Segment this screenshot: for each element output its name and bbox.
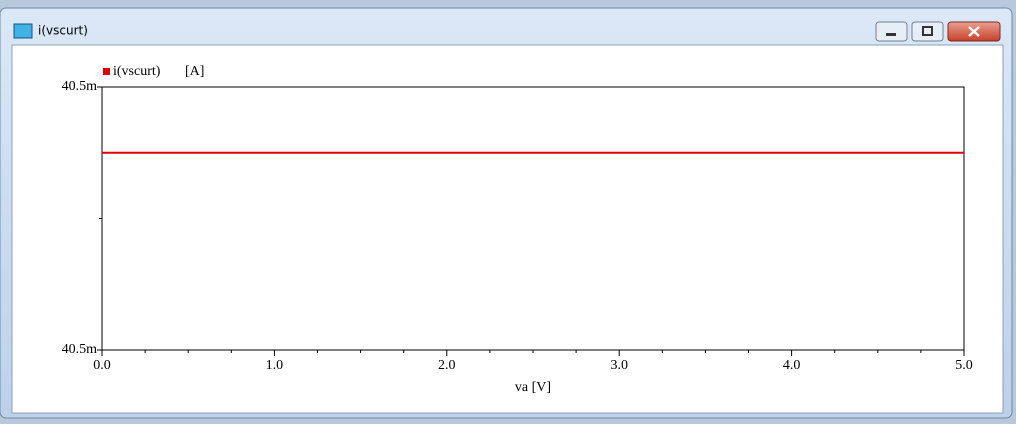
plot-area	[11, 44, 1004, 414]
maximize-button[interactable]	[911, 21, 944, 42]
legend-swatch	[103, 68, 110, 75]
minimize-icon	[886, 33, 896, 36]
x-tick-label: 3.0	[610, 358, 628, 373]
close-icon	[968, 26, 980, 37]
plot: i(vscurt) [A] va [V] 0.0 1.0 2.0 3.0 4.0 5.0 4…	[62, 64, 973, 395]
window-title: i(vscurt)	[38, 24, 88, 38]
x-tick-label: 5.0	[955, 358, 973, 373]
x-tick-label: 0.0	[93, 358, 111, 373]
window-icon	[13, 23, 33, 39]
x-axis-label: va [V]	[515, 380, 551, 395]
x-tick-label: 2.0	[438, 358, 456, 373]
legend-label: i(vscurt)	[113, 64, 161, 79]
maximize-icon	[922, 26, 933, 36]
minimize-button[interactable]	[875, 21, 908, 42]
y-unit: [A]	[185, 64, 204, 79]
y-tick-label: 40.5m	[62, 79, 98, 94]
y-tick-label: 40.5m	[62, 342, 98, 357]
x-tick-label: 1.0	[266, 358, 284, 373]
x-tick-label: 4.0	[783, 358, 801, 373]
